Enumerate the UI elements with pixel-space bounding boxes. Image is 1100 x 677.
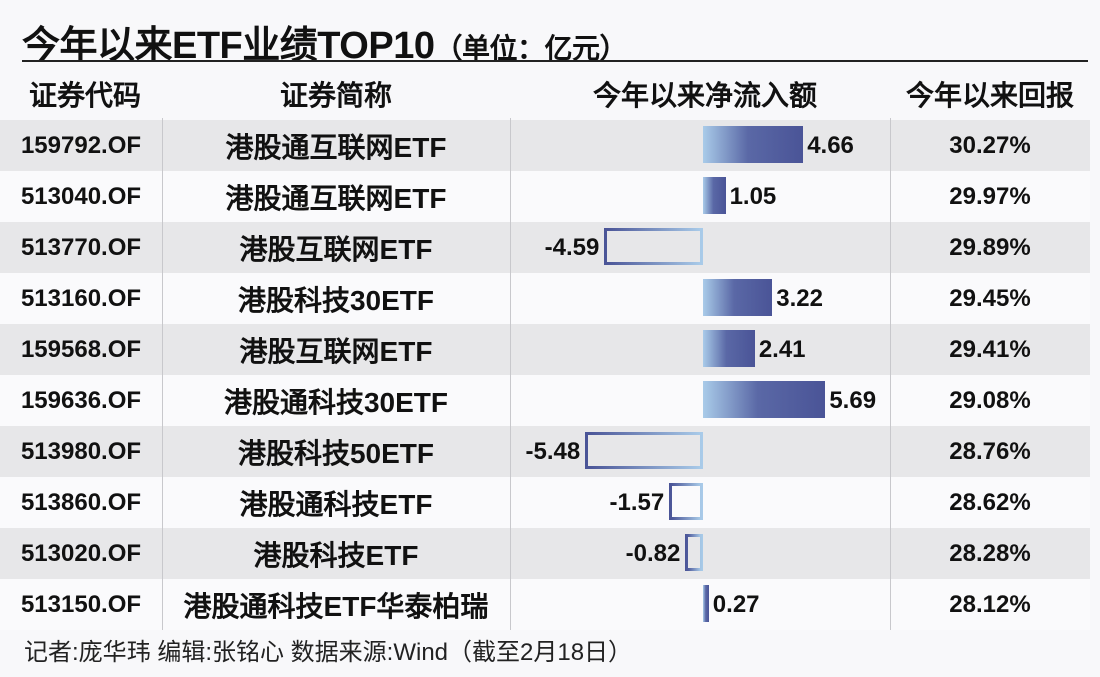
- return-value: 29.89%: [949, 233, 1031, 261]
- return-value: 29.45%: [949, 284, 1031, 312]
- table-row: 159636.OF 港股通科技30ETF 29.08% 5.69: [0, 375, 1090, 426]
- header-return: 今年以来回报: [905, 80, 1074, 111]
- security-code: 159792.OF: [20, 131, 142, 159]
- security-name: 港股科技30ETF: [237, 284, 435, 316]
- security-name: 港股互联网ETF: [239, 233, 433, 265]
- outflow-bar: [604, 228, 703, 265]
- table-row: 513860.OF 港股通科技ETF 28.62% -1.57: [0, 477, 1090, 528]
- security-name: 港股互联网ETF: [239, 335, 433, 367]
- header-flow: 今年以来净流入额: [592, 80, 817, 111]
- table-row: 513150.OF 港股通科技ETF华泰柏瑞 28.12% 0.27: [0, 579, 1090, 630]
- outflow-bar: [685, 534, 703, 571]
- table-row: 513980.OF 港股科技50ETF 28.76% -5.48: [0, 426, 1090, 477]
- flow-value-label: 2.41: [758, 335, 806, 363]
- inflow-bar: [703, 585, 709, 622]
- flow-value-label: 5.69: [829, 386, 877, 414]
- inflow-bar: [703, 126, 804, 163]
- flow-value-label: -4.59: [544, 233, 600, 261]
- security-name: 港股通科技30ETF: [223, 386, 449, 418]
- flow-value-label: 3.22: [776, 284, 823, 312]
- inflow-bar: [703, 177, 726, 214]
- table-row: 513020.OF 港股科技ETF 28.28% -0.82: [0, 528, 1090, 579]
- header-code: 证券代码: [28, 80, 141, 111]
- inflow-bar: [703, 381, 826, 418]
- return-value: 28.12%: [949, 590, 1031, 618]
- table-row: 513770.OF 港股互联网ETF 29.89% -4.59: [0, 222, 1090, 273]
- inflow-bar: [703, 279, 773, 316]
- return-value: 29.08%: [949, 386, 1031, 414]
- security-code: 513020.OF: [20, 539, 142, 567]
- column-divider: [890, 118, 891, 630]
- return-value: 28.62%: [949, 488, 1031, 516]
- return-value: 29.97%: [949, 182, 1031, 210]
- security-code: 513770.OF: [20, 233, 142, 261]
- outflow-bar: [585, 432, 703, 469]
- flow-value-label: 0.27: [712, 590, 760, 618]
- security-code: 159568.OF: [20, 335, 142, 363]
- table-row: 513160.OF 港股科技30ETF 29.45% 3.22: [0, 273, 1090, 324]
- unit-label: （单位：亿元）: [434, 33, 627, 64]
- flow-value-label: -5.48: [525, 437, 581, 465]
- security-code: 513980.OF: [20, 437, 142, 465]
- return-value: 28.76%: [949, 437, 1031, 465]
- table-row: 159568.OF 港股互联网ETF 29.41% 2.41: [0, 324, 1090, 375]
- security-code: 513040.OF: [20, 182, 142, 210]
- flow-value-label: -1.57: [609, 488, 665, 516]
- security-name: 港股科技ETF: [253, 539, 419, 571]
- security-name: 港股通互联网ETF: [225, 182, 447, 214]
- inflow-bar: [703, 330, 755, 367]
- return-value: 30.27%: [949, 131, 1031, 159]
- outflow-bar: [669, 483, 703, 520]
- security-name: 港股科技50ETF: [237, 437, 435, 469]
- flow-value-label: -0.82: [625, 539, 681, 567]
- title-divider: [22, 60, 1088, 62]
- flow-value-label: 1.05: [729, 182, 777, 210]
- return-value: 28.28%: [949, 539, 1031, 567]
- security-code: 513860.OF: [20, 488, 142, 516]
- column-divider: [162, 118, 163, 630]
- security-code: 513160.OF: [20, 284, 142, 312]
- return-value: 29.41%: [949, 335, 1031, 363]
- security-name: 港股通科技ETF华泰柏瑞: [183, 590, 489, 622]
- security-name: 港股通科技ETF: [239, 488, 433, 520]
- security-code: 513150.OF: [20, 590, 142, 618]
- security-name: 港股通互联网ETF: [225, 131, 447, 163]
- footer-credits: 记者:庞华玮 编辑:张铭心 数据来源:Wind（截至2月18日）: [24, 639, 633, 666]
- table-row: 513040.OF 港股通互联网ETF 29.97% 1.05: [0, 171, 1090, 222]
- column-divider: [510, 118, 511, 630]
- flow-value-label: 4.66: [807, 131, 854, 159]
- table-row: 159792.OF 港股通互联网ETF 30.27% 4.66: [0, 120, 1090, 171]
- header-name: 证券简称: [279, 80, 392, 111]
- security-code: 159636.OF: [20, 386, 142, 414]
